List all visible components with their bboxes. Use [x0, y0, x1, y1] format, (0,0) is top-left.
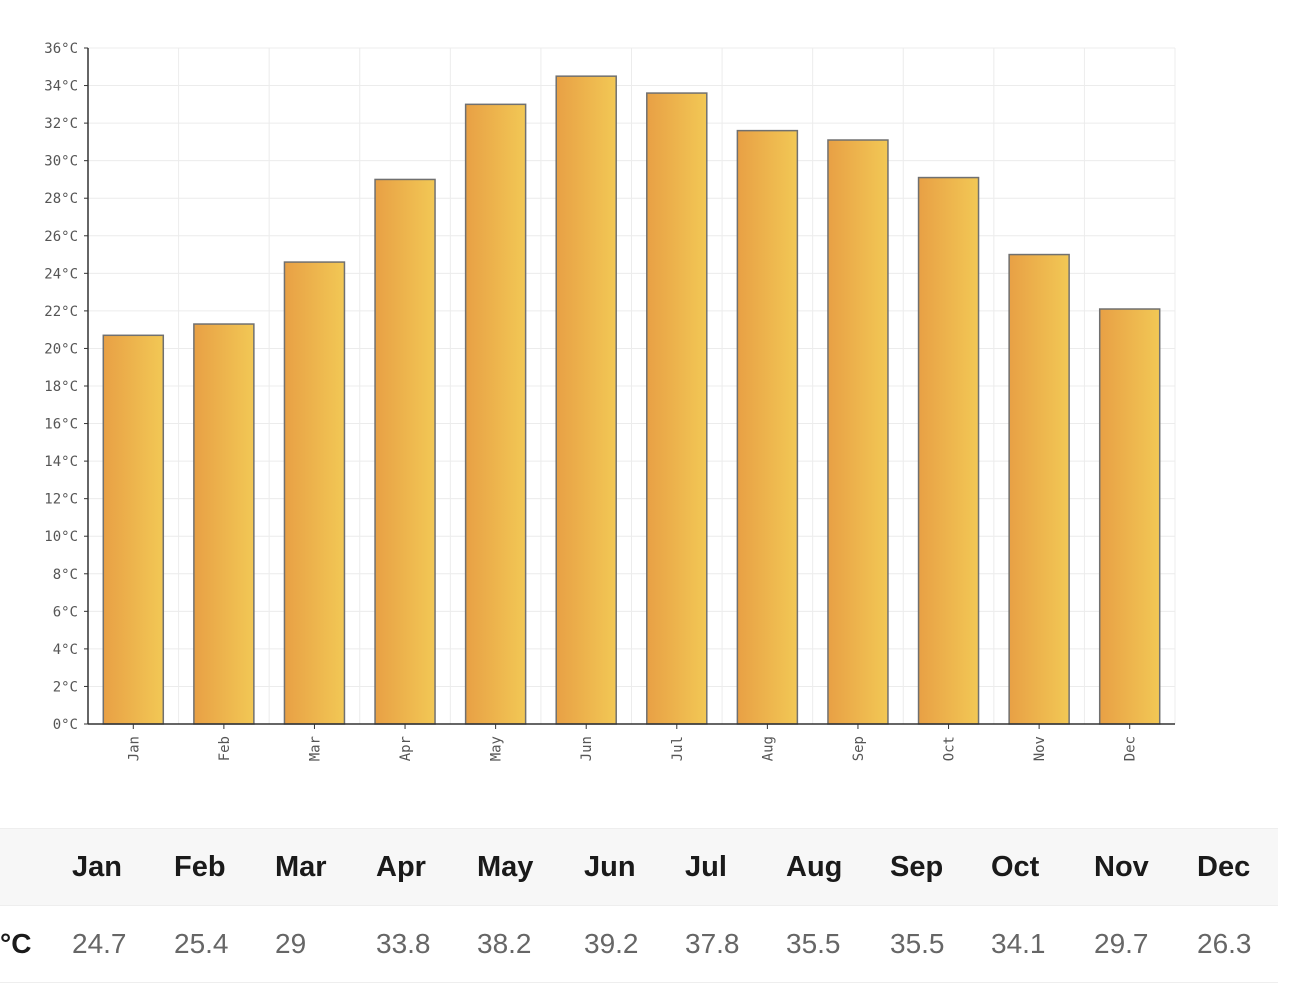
temperature-value: 37.8: [685, 928, 740, 959]
bar-chart-svg: 0°C 2°C 4°C 6°C 8°C 10°C 12°C 14°C 16°C 18°C 20°C 2…: [44, 41, 1176, 761]
table-header-row: Jan Feb Mar Apr May Jun Jul Aug Sep Oct …: [0, 828, 1278, 906]
x-tick-label: Oct: [942, 736, 958, 761]
bar-jul: [646, 92, 708, 725]
y-tick-label: 8°C: [53, 567, 78, 583]
bar-dec: [1098, 308, 1161, 725]
y-tick-label: 4°C: [53, 642, 78, 658]
grid: [88, 47, 1176, 724]
y-tick-label: 2°C: [53, 679, 78, 695]
x-tick-label: Aug: [760, 736, 776, 761]
bar-nov: [1008, 253, 1070, 725]
month-header: Apr: [376, 850, 426, 883]
month-header: May: [477, 850, 534, 883]
temperature-chart: 0°C 2°C 4°C 6°C 8°C 10°C 12°C 14°C 16°C 18°C 20°C 2…: [44, 41, 1176, 761]
y-tick-label: 10°C: [44, 529, 78, 545]
temperature-value: 24.7: [72, 928, 127, 959]
x-tick-label: Mar: [307, 736, 323, 761]
y-tick-label: 20°C: [44, 341, 78, 357]
y-tick-label: 18°C: [44, 379, 78, 395]
month-header: Oct: [991, 850, 1040, 883]
temperature-value: 35.5: [786, 928, 841, 959]
climate-table: Jan Feb Mar Apr May Jun Jul Aug Sep Oct …: [0, 828, 1278, 983]
table-row: °C 24.7 25.4 29 33.8 38.2 39.2 37.8 35.5…: [0, 906, 1278, 983]
x-tick-label: Feb: [217, 736, 233, 761]
axis-labels: 0°C 2°C 4°C 6°C 8°C 10°C 12°C 14°C 16°C 18°C 20°C 2…: [44, 41, 1138, 761]
y-tick-label: 24°C: [44, 266, 78, 282]
temperature-table: Jan Feb Mar Apr May Jun Jul Aug Sep Oct …: [0, 828, 1278, 983]
y-tick-label: 34°C: [44, 79, 78, 95]
bar-feb: [193, 323, 255, 725]
y-tick-label: 6°C: [53, 604, 78, 620]
table-corner-cell: [0, 829, 72, 906]
month-header: Aug: [786, 850, 843, 883]
month-header: Sep: [890, 850, 944, 883]
x-tick-label: Jul: [670, 736, 686, 761]
y-tick-label: 28°C: [44, 191, 78, 207]
month-header: Jan: [72, 850, 122, 883]
y-tick-label: 0°C: [53, 717, 78, 733]
axes: [84, 47, 1175, 729]
bar-jun: [555, 75, 617, 725]
y-tick-label: 14°C: [44, 454, 78, 470]
y-tick-label: 32°C: [44, 116, 78, 132]
x-tick-label: Jan: [126, 736, 142, 761]
x-tick-label: Apr: [398, 736, 414, 761]
temperature-value: 25.4: [174, 928, 229, 959]
bar-sep: [827, 139, 889, 725]
temperature-value: 38.2: [477, 928, 532, 959]
bar-jan: [102, 334, 165, 725]
month-header: Jul: [685, 850, 727, 883]
bar-aug: [736, 129, 799, 725]
x-tick-label: Dec: [1123, 736, 1139, 761]
y-tick-label: 12°C: [44, 492, 78, 508]
month-header: Nov: [1094, 850, 1149, 883]
month-header: Dec: [1197, 850, 1251, 883]
y-tick-label: 22°C: [44, 304, 78, 320]
temperature-value: 29: [275, 928, 307, 959]
temperature-value: 29.7: [1094, 928, 1149, 959]
temperature-value: 35.5: [890, 928, 945, 959]
unit-label: °C: [0, 928, 32, 959]
y-tick-label: 30°C: [44, 154, 78, 170]
temperature-value: 39.2: [584, 928, 639, 959]
x-tick-label: Sep: [851, 736, 867, 761]
temperature-value: 33.8: [376, 928, 431, 959]
bar-apr: [374, 178, 436, 725]
month-header: Jun: [584, 850, 636, 883]
x-tick-label: Jun: [579, 736, 595, 761]
bar-may: [464, 103, 527, 725]
bar-oct: [917, 176, 980, 725]
x-tick-label: May: [489, 736, 505, 761]
temperature-value: 26.3: [1197, 928, 1252, 959]
month-header: Mar: [275, 850, 327, 883]
y-tick-label: 16°C: [44, 417, 78, 433]
x-tick-label: Nov: [1032, 736, 1048, 761]
temperature-value: 34.1: [991, 928, 1046, 959]
y-tick-label: 26°C: [44, 229, 78, 245]
bars: [102, 75, 1161, 725]
y-tick-label: 36°C: [44, 41, 78, 57]
bar-mar: [283, 261, 346, 725]
month-header: Feb: [174, 850, 226, 883]
